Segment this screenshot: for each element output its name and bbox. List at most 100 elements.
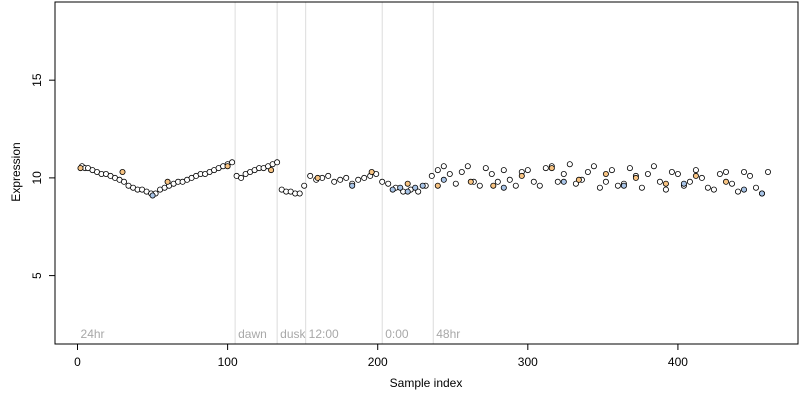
data-point — [428, 172, 435, 179]
data-point — [704, 184, 711, 191]
data-point — [349, 182, 356, 189]
segment-dividers: 24hr dawn dusk 12:00 0:00 48hr — [81, 2, 460, 344]
data-point — [572, 180, 579, 187]
data-point — [404, 188, 411, 195]
data-point — [77, 165, 84, 172]
data-point — [680, 180, 687, 187]
data-point — [554, 178, 561, 185]
data-point — [723, 178, 730, 185]
data-point — [506, 176, 513, 183]
data-point — [716, 170, 723, 177]
data-point — [723, 168, 730, 175]
data-point — [494, 178, 501, 185]
data-point — [662, 180, 669, 187]
data-point — [668, 168, 675, 175]
data-point — [596, 184, 603, 191]
data-point — [686, 178, 693, 185]
data-point — [268, 167, 275, 174]
data-point — [674, 170, 681, 177]
data-point — [121, 178, 128, 185]
data-point — [355, 176, 362, 183]
data-point — [467, 178, 474, 185]
data-point — [464, 163, 471, 170]
y-tick-label: 10 — [30, 171, 44, 185]
data-point — [301, 182, 308, 189]
data-point — [412, 184, 419, 191]
data-point — [560, 178, 567, 185]
data-point — [656, 178, 663, 185]
data-point — [692, 172, 699, 179]
x-tick-label: 0 — [74, 355, 81, 369]
data-point — [584, 168, 591, 175]
data-point — [274, 159, 281, 166]
data-point — [440, 163, 447, 170]
data-point — [608, 167, 615, 174]
data-point — [753, 184, 760, 191]
data-point — [368, 168, 375, 175]
data-point — [644, 170, 651, 177]
data-point — [530, 178, 537, 185]
data-point — [490, 182, 497, 189]
data-point — [662, 186, 669, 193]
segment-label: 12:00 — [309, 327, 339, 341]
data-point — [119, 168, 126, 175]
data-point — [602, 178, 609, 185]
data-point — [500, 184, 507, 191]
data-point — [361, 174, 368, 181]
data-point — [542, 165, 549, 172]
segment-label: 24hr — [81, 327, 105, 341]
x-tick-label: 100 — [218, 355, 238, 369]
data-point — [164, 178, 171, 185]
data-point — [238, 174, 245, 181]
data-point — [710, 186, 717, 193]
segment-label: dusk — [280, 327, 306, 341]
y-axis-label: Expression — [9, 142, 23, 201]
data-point — [229, 159, 236, 166]
data-point — [765, 168, 772, 175]
data-point — [296, 190, 303, 197]
data-point — [385, 180, 392, 187]
data-point — [452, 180, 459, 187]
data-point — [741, 168, 748, 175]
data-point — [331, 178, 338, 185]
data-point — [590, 163, 597, 170]
data-point — [560, 170, 567, 177]
data-point — [337, 176, 344, 183]
data-point — [729, 180, 736, 187]
data-point — [602, 170, 609, 177]
data-point — [314, 174, 321, 181]
data-point — [548, 165, 555, 172]
data-point — [379, 178, 386, 185]
data-point — [566, 161, 573, 168]
data-point — [735, 188, 742, 195]
data-point — [440, 176, 447, 183]
data-point — [500, 167, 507, 174]
data-point — [620, 182, 627, 189]
plot-frame — [54, 1, 799, 345]
data-point — [325, 172, 332, 179]
segment-label: 48hr — [436, 327, 460, 341]
data-point — [524, 167, 531, 174]
data-point — [518, 172, 525, 179]
data-point — [759, 190, 766, 197]
data-point — [626, 165, 633, 172]
data-point — [458, 168, 465, 175]
data-point — [512, 182, 519, 189]
data-point — [404, 180, 411, 187]
data-point — [638, 184, 645, 191]
data-point — [476, 182, 483, 189]
y-tick-label: 15 — [30, 73, 44, 87]
data-point — [614, 182, 621, 189]
segment-label: dawn — [238, 327, 267, 341]
data-point — [419, 182, 426, 189]
data-point — [575, 176, 582, 183]
data-point — [482, 165, 489, 172]
data-point — [415, 188, 422, 195]
data-points — [77, 159, 772, 199]
axes: 0 100 200 300 400 5 10 15 — [30, 1, 799, 369]
data-point — [698, 174, 705, 181]
data-point — [307, 172, 314, 179]
data-point — [149, 192, 156, 199]
x-tick-label: 400 — [668, 355, 688, 369]
